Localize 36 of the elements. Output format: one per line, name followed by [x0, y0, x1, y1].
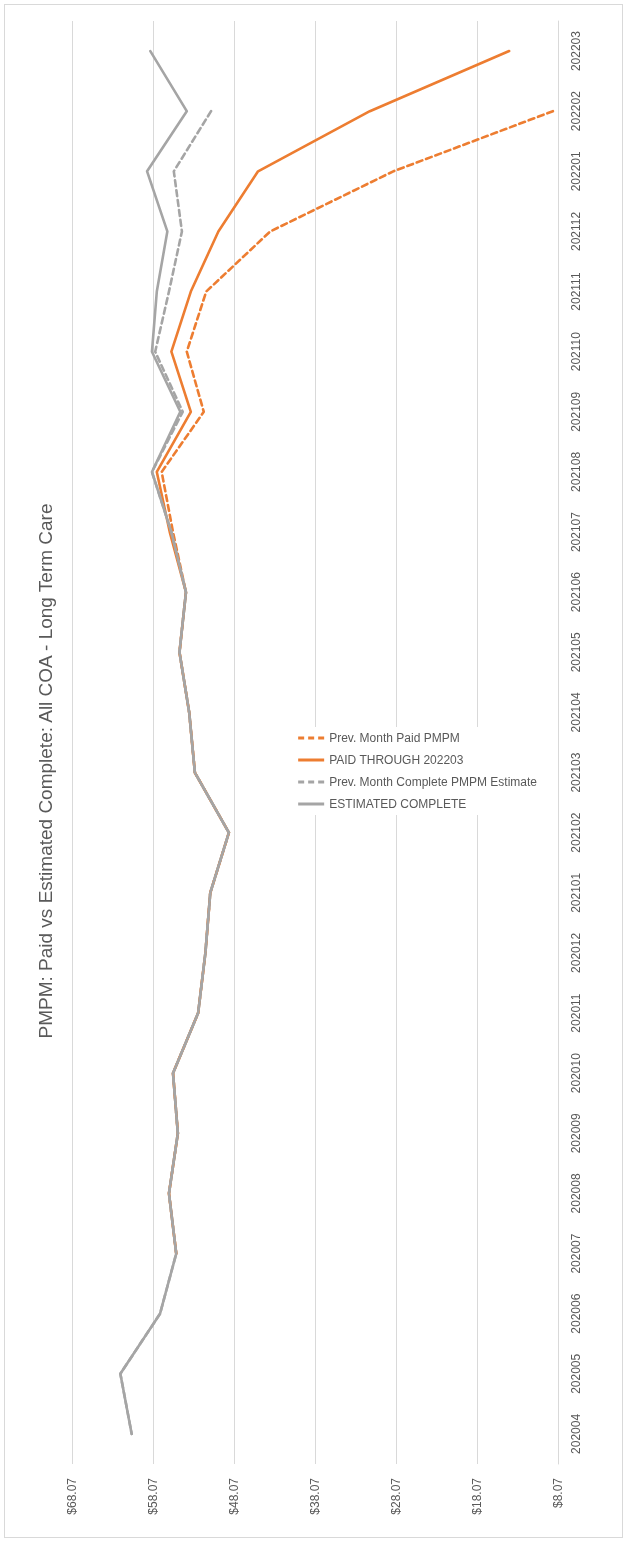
y-tick-label: 202203 — [569, 30, 583, 72]
x-tick-label: $48.07 — [227, 1477, 241, 1515]
y-tick-label: 202008 — [569, 1173, 583, 1214]
text: PMPM: Paid vs Estimated Complete: All COA - Long Term Care — [34, 503, 56, 1039]
y-tick-label: 202107 — [569, 511, 583, 553]
legend-label: Prev. Month Complete PMPM Estimate — [329, 775, 538, 789]
y-tick-label: 202011 — [569, 993, 583, 1033]
y-tick-label: 202202 — [569, 90, 583, 132]
x-tick-label: $58.07 — [146, 1477, 160, 1515]
y-tick-label: 202005 — [569, 1353, 583, 1394]
y-tick-label: 202105 — [569, 631, 583, 673]
y-tick-label: 202110 — [569, 331, 583, 372]
y-tick-label: 202108 — [569, 451, 583, 492]
y-tick-label: 202006 — [569, 1293, 583, 1334]
legend-label: PAID THROUGH 202203 — [329, 753, 464, 767]
y-tick-label: 202010 — [569, 1052, 583, 1094]
x-tick-label: $28.07 — [389, 1477, 403, 1515]
legend-label: ESTIMATED COMPLETE — [329, 797, 467, 811]
x-tick-label: $8.07 — [551, 1477, 565, 1509]
y-tick-label: 202111 — [569, 272, 583, 311]
y-tick-label: 202112 — [569, 211, 583, 252]
x-tick-label: $38.07 — [308, 1477, 322, 1515]
y-tick-label: 202102 — [569, 812, 583, 853]
y-tick-label: 202101 — [569, 872, 583, 913]
y-tick-label: 202106 — [569, 571, 583, 613]
y-tick-label: 202012 — [569, 932, 583, 973]
y-tick-label: 202009 — [569, 1112, 583, 1154]
y-tick-label: 202104 — [569, 692, 583, 733]
legend-label: Prev. Month Paid PMPM — [329, 731, 460, 745]
y-tick-label: 202103 — [569, 752, 583, 793]
y-tick-label: 202109 — [569, 391, 583, 432]
y-tick-label: 202004 — [569, 1413, 583, 1454]
x-tick-label: $18.07 — [470, 1477, 484, 1515]
y-tick-label: 202201 — [569, 150, 583, 192]
x-tick-label: $68.07 — [65, 1477, 79, 1515]
y-tick-label: 202007 — [569, 1233, 583, 1274]
